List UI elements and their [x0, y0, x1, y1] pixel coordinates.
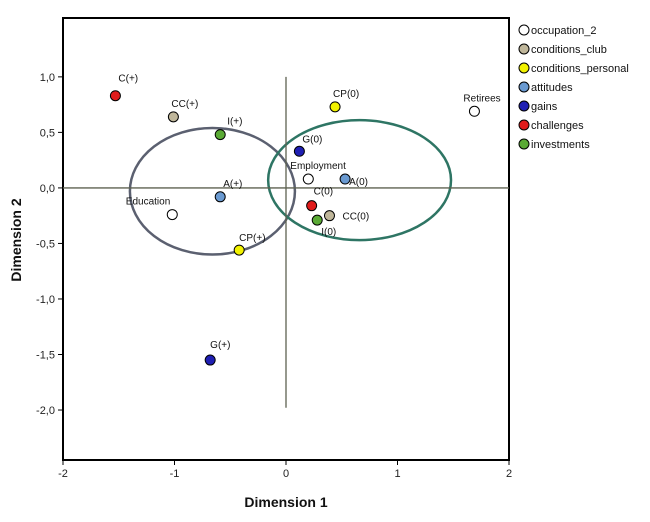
point-label: C(0)	[314, 187, 333, 198]
legend-marker	[518, 43, 530, 55]
legend-marker	[518, 81, 530, 93]
legend-marker	[518, 100, 530, 112]
point-challenges	[109, 90, 121, 102]
legend-label: challenges	[531, 120, 584, 132]
legend-label: investments	[531, 139, 590, 151]
y-tick-label: 0,0	[40, 183, 55, 195]
group-circle-1	[128, 126, 297, 256]
point-label: Retirees	[463, 93, 500, 104]
point-conditions_club	[167, 111, 179, 123]
legend-marker	[518, 138, 530, 150]
point-conditions_personal	[233, 244, 245, 256]
y-axis-title: Dimension 2	[8, 198, 24, 281]
legend-label: conditions_personal	[531, 63, 629, 75]
point-gains	[204, 354, 216, 366]
point-attitudes	[214, 191, 226, 203]
y-tick-label: 1,0	[40, 72, 55, 84]
point-label: G(0)	[302, 134, 322, 145]
point-conditions_personal	[329, 101, 341, 113]
point-label: I(0)	[321, 227, 336, 238]
legend-marker	[518, 62, 530, 74]
legend-label: occupation_2	[531, 25, 596, 37]
x-tick-label: 1	[394, 468, 400, 480]
point-label: C(+)	[118, 74, 138, 85]
point-attitudes	[339, 173, 351, 185]
point-investments	[311, 214, 323, 226]
point-label: A(+)	[223, 179, 242, 190]
point-occupation_2	[166, 209, 178, 221]
y-tick-label: 0,5	[40, 127, 55, 139]
point-gains	[293, 145, 305, 157]
point-label: Education	[126, 197, 170, 208]
x-tick-label: -2	[58, 468, 68, 480]
point-label: CC(+)	[171, 99, 198, 110]
y-tick-label: -1,5	[36, 349, 55, 361]
point-label: A(0)	[349, 177, 368, 188]
legend: occupation_2 conditions_club conditions_pe…	[518, 24, 629, 151]
legend-label: attitudes	[531, 82, 573, 94]
point-challenges	[306, 200, 318, 212]
x-tick-label: -1	[170, 468, 180, 480]
x-tick-label: 2	[506, 468, 512, 480]
group-circle-2	[266, 118, 453, 242]
legend-label: conditions_club	[531, 44, 607, 56]
y-tick-label: -1,0	[36, 294, 55, 306]
point-label: I(+)	[227, 117, 242, 128]
point-label: CC(0)	[342, 212, 369, 223]
point-occupation_2	[468, 105, 480, 117]
point-conditions_club	[323, 210, 335, 222]
legend-label: gains	[531, 101, 558, 113]
point-investments	[214, 129, 226, 141]
y-tick-label: -0,5	[36, 238, 55, 250]
y-axis-ticks: 1,0 0,5 0,0 -0,5 -1,0 -1,5 -2,0	[36, 72, 63, 417]
point-label: CP(0)	[333, 89, 359, 100]
legend-marker	[518, 24, 530, 36]
point-label: Employment	[290, 161, 346, 172]
points-layer: Education Employment Retirees CC(+) CC(0) CP(…	[109, 74, 501, 366]
x-tick-label: 0	[283, 468, 289, 480]
x-axis-ticks: -2 -1 0 1 2	[58, 460, 512, 480]
y-tick-label: -2,0	[36, 405, 55, 417]
x-axis-title: Dimension 1	[244, 494, 327, 510]
circles-layer	[128, 118, 453, 256]
legend-marker	[518, 119, 530, 131]
point-label: G(+)	[210, 340, 230, 351]
point-label: CP(+)	[239, 233, 265, 244]
point-occupation_2	[302, 173, 314, 185]
